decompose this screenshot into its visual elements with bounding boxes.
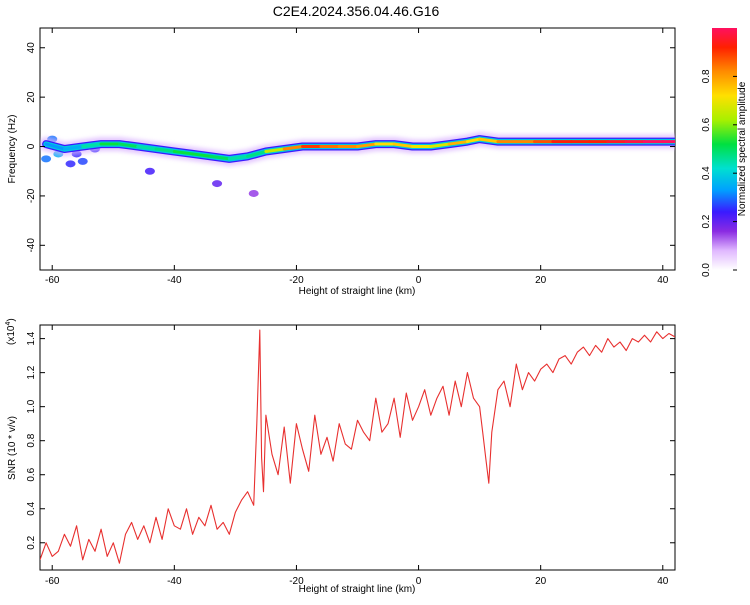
snr-ytick-label: 0.2 — [26, 535, 37, 549]
snr-xtick-label: -60 — [45, 576, 60, 587]
colorbar-label: Normalized spectral amplitude — [737, 81, 748, 216]
ridge-core-segment — [62, 145, 85, 151]
ridge-core-segment — [429, 142, 451, 149]
snr-ylabel: SNR (10 * v/v) — [7, 416, 18, 480]
ridge-core-segment — [246, 149, 268, 158]
snr-xtick-label: 40 — [657, 576, 669, 587]
ridge-core-segment — [282, 145, 305, 151]
spectrogram-ytick-label: 20 — [26, 91, 37, 103]
spectrogram-xtick-label: 0 — [416, 275, 422, 286]
snr-ytick-label: 1.4 — [26, 331, 37, 345]
snr-frame — [39, 324, 676, 571]
snr-series-line — [40, 329, 675, 564]
spectrogram-xlabel: Height of straight line (km) — [299, 286, 416, 297]
snr-ytick-label: 0.6 — [26, 467, 37, 481]
spectrogram-panel: -60 -40 -20 0 20 40 -40 -20 0 20 40 Height of stra… — [7, 27, 676, 297]
spectrogram-xtick-label: 40 — [657, 275, 669, 286]
spectrogram-ylabel: Frequency (Hz) — [7, 115, 18, 184]
snr-scale-label: (x104) — [5, 318, 17, 345]
ridge-core-segment — [392, 142, 414, 149]
snr-xtick-label: 20 — [535, 576, 547, 587]
spectrogram-data — [40, 132, 675, 197]
spectrogram-blob — [41, 155, 52, 163]
snr-xlabel: Height of straight line (km) — [299, 584, 416, 595]
spectrogram-blob — [77, 157, 88, 165]
snr-ytick-label: 1.0 — [26, 399, 37, 413]
ridge-core-segment — [264, 147, 286, 153]
spectrogram-xtick-label: 20 — [535, 275, 547, 286]
ridge-core-segment — [44, 142, 66, 151]
colorbar-gradient — [712, 28, 737, 270]
colorbar-ticks: 0.0 0.2 0.4 0.6 0.8 — [701, 69, 737, 277]
ridge-core-segment — [447, 140, 469, 146]
spectrogram-xtick-label: -20 — [289, 275, 304, 286]
ridge-core-segment — [172, 149, 195, 156]
spectrogram-axes: -60 -40 -20 0 20 40 -40 -20 0 20 40 — [26, 28, 675, 286]
snr-scale-suffix: ) — [6, 318, 17, 321]
colorbar-tick-label: 0.0 — [701, 263, 712, 277]
snr-xtick-label: -20 — [289, 576, 304, 587]
snr-panel: -60 -40 -20 0 20 40 0.2 0.4 0.6 0.8 1.0 1.2 1.4 Heig… — [5, 318, 676, 595]
snr-data — [40, 329, 675, 564]
snr-xtick-label: 0 — [416, 576, 422, 587]
spectrogram-blob — [248, 189, 259, 197]
spectrogram-ytick-label: -40 — [26, 238, 37, 253]
svg-text:(x104): (x104) — [5, 318, 17, 345]
spectrogram-blob — [65, 160, 76, 168]
snr-ytick-label: 0.4 — [26, 501, 37, 515]
snr-ytick-label: 0.8 — [26, 433, 37, 447]
colorbar-tick-label: 0.4 — [701, 166, 712, 180]
ridge-core-segment — [227, 154, 250, 161]
colorbar: 0.0 0.2 0.4 0.6 0.8 Normalized spectral ampl… — [701, 28, 748, 277]
ridge-core-segment — [356, 142, 378, 149]
ridge-core-segment — [191, 152, 213, 158]
ridge-core-segment — [117, 142, 140, 149]
spectrogram-ytick-label: 0 — [26, 143, 37, 149]
ridge-core-segment — [81, 142, 103, 149]
figure-title: C2E4.2024.356.04.46.G16 — [273, 3, 440, 19]
ridge-core-segment — [478, 137, 500, 144]
snr-ytick-label: 1.2 — [26, 365, 37, 379]
colorbar-tick-label: 0.8 — [701, 69, 712, 83]
colorbar-tick-label: 0.6 — [701, 117, 712, 131]
snr-xtick-label: -40 — [167, 576, 182, 587]
ridge-core-segment — [136, 145, 158, 151]
ridge-core-segment — [465, 137, 482, 144]
spectrogram-blob — [212, 180, 223, 188]
spectrogram-blob — [144, 167, 155, 175]
snr-scale-prefix: (x10 — [6, 325, 17, 345]
ridge-core-segment — [209, 154, 231, 161]
snr-scale-exponent: 4 — [5, 322, 12, 326]
spectrogram-ytick-label: 40 — [26, 42, 37, 54]
colorbar-tick-label: 0.2 — [701, 214, 712, 228]
spectrogram-ytick-label: -20 — [26, 188, 37, 203]
spectrogram-xtick-label: -40 — [167, 275, 182, 286]
snr-axes: -60 -40 -20 0 20 40 0.2 0.4 0.6 0.8 1.0 1.2 1.4 — [26, 325, 675, 587]
ridge-core-segment — [154, 147, 176, 153]
spectrogram-xtick-label: -60 — [45, 275, 60, 286]
